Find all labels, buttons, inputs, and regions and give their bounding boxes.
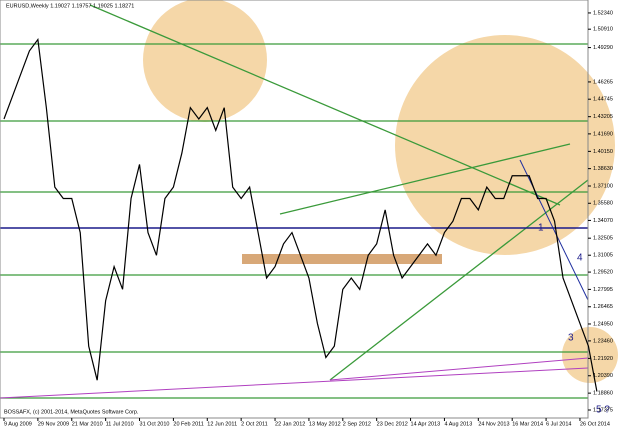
footer: BOSSAFX, (c) 2001-2014, MetaQuotes Softw… xyxy=(4,409,139,415)
x-tick-label: 14 Apr 2013 xyxy=(411,421,441,427)
highlight-circle xyxy=(143,0,267,122)
y-tick-label: 1.17375 xyxy=(593,407,613,413)
y-tick-label: 1.38630 xyxy=(593,166,613,172)
chart-title: EURUSD,Weekly 1.19027 1.19757 1.19025 1.… xyxy=(6,3,134,9)
y-tick-label: 1.18860 xyxy=(593,391,613,397)
x-tick-label: 22 Jan 2012 xyxy=(275,421,305,427)
annotation: 5 ? xyxy=(596,405,610,416)
x-tick-label: 29 Nov 2009 xyxy=(38,421,69,427)
x-tick-label: 9 Aug 2009 xyxy=(4,421,32,427)
x-tick-label: 11 Jul 2010 xyxy=(106,421,134,427)
y-tick-label: 1.27995 xyxy=(593,287,613,293)
trend-line xyxy=(0,367,589,399)
x-tick-label: 13 May 2012 xyxy=(309,421,341,427)
x-tick-label: 2 Sep 2012 xyxy=(343,421,371,427)
y-tick-label: 1.20390 xyxy=(593,373,613,379)
y-tick-label: 1.26465 xyxy=(593,304,613,310)
x-tick-label: 26 Oct 2014 xyxy=(580,421,610,427)
x-tick-label: 6 Jul 2014 xyxy=(546,421,571,427)
y-tick-label: 1.40150 xyxy=(593,149,613,155)
y-tick-label: 1.37100 xyxy=(593,183,613,189)
y-tick-label: 1.46265 xyxy=(593,79,613,85)
x-tick-label: 23 Dec 2012 xyxy=(377,421,408,427)
x-tick-label: 12 Jun 2011 xyxy=(207,421,237,427)
y-tick-label: 1.32505 xyxy=(593,236,613,242)
y-tick-label: 1.29520 xyxy=(593,270,613,276)
annotation: 1 xyxy=(538,223,544,234)
y-tick-label: 1.41690 xyxy=(593,131,613,137)
x-tick-label: 16 Mar 2014 xyxy=(512,421,543,427)
x-tick-label: 20 Feb 2011 xyxy=(173,421,203,427)
x-tick-label: 2 Oct 2011 xyxy=(241,421,268,427)
y-tick-label: 1.52340 xyxy=(593,10,613,16)
y-tick-label: 1.21920 xyxy=(593,356,613,362)
level-lines xyxy=(0,4,589,399)
y-tick-label: 1.34070 xyxy=(593,218,613,224)
trend-line xyxy=(329,179,589,381)
trend-line xyxy=(329,357,589,381)
plot-frame xyxy=(0,0,589,419)
x-tick-label: 4 Aug 2013 xyxy=(444,421,472,427)
y-tick-label: 1.31005 xyxy=(593,253,613,259)
y-tick-label: 1.23460 xyxy=(593,338,613,344)
zone xyxy=(242,254,442,264)
x-tick-label: 31 Oct 2010 xyxy=(140,421,170,427)
y-tick-label: 1.24950 xyxy=(593,321,613,327)
price-line xyxy=(3,37,598,392)
trend-line xyxy=(89,4,561,206)
annotation: 4 xyxy=(577,253,583,264)
y-tick-label: 1.50910 xyxy=(593,27,613,33)
trend-line xyxy=(279,143,571,215)
y-tick-label: 1.43205 xyxy=(593,114,613,120)
annotation: 3 xyxy=(568,333,574,344)
y-tick-label: 1.35580 xyxy=(593,201,613,207)
x-tick-label: 24 Nov 2013 xyxy=(478,421,509,427)
highlight-circle xyxy=(395,35,615,255)
y-tick-label: 1.44745 xyxy=(593,97,613,103)
y-tick-label: 1.49290 xyxy=(593,45,613,51)
x-tick-label: 21 Mar 2010 xyxy=(72,421,103,427)
